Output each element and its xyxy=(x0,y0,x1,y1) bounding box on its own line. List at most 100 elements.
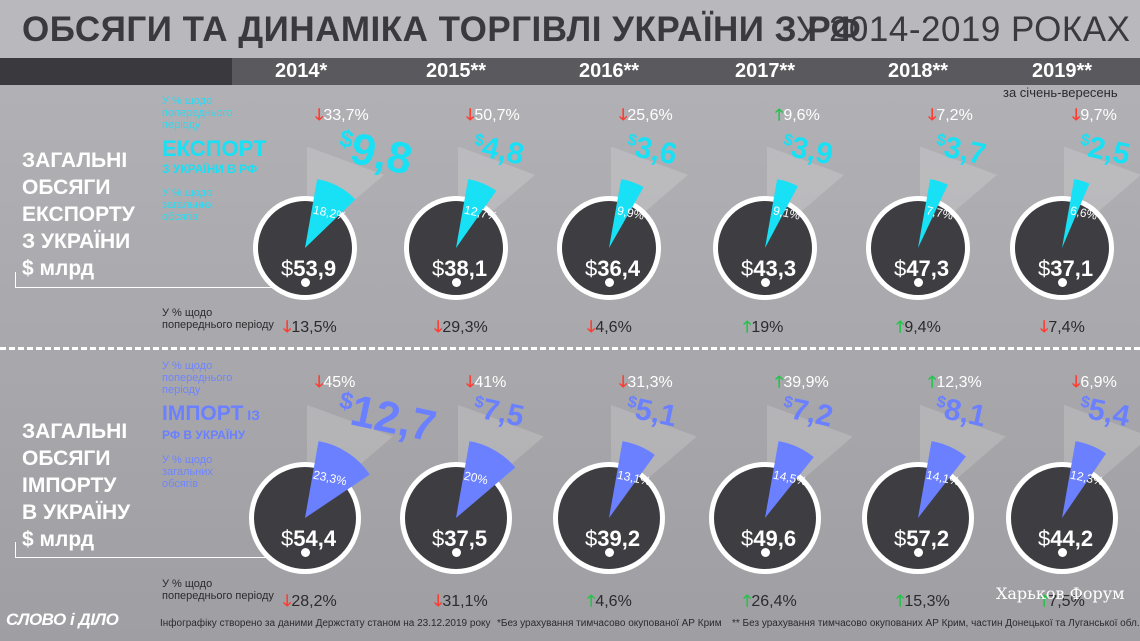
arrow-up-icon: 🡑 xyxy=(928,374,937,391)
import-total-change-5: 🡑7,5% xyxy=(1040,593,1085,610)
import-label-share: У % щодо загальних обсягів xyxy=(162,454,213,490)
share-sector xyxy=(765,179,798,248)
arrow-down-icon: 🡓 xyxy=(619,107,628,124)
export-share-sector-5 xyxy=(1062,179,1090,248)
export-guide-line xyxy=(15,287,310,288)
arrow-up-icon: 🡑 xyxy=(1040,593,1049,610)
export-total-change-0: 🡓13,5% xyxy=(283,319,337,336)
export-prev-change-1: 🡓50,7% xyxy=(466,107,520,124)
import-prev-change-1: 🡓41% xyxy=(466,374,507,391)
export-total-change-5: 🡓7,4% xyxy=(1040,319,1085,336)
year-label-5: 2019** xyxy=(1032,60,1093,82)
export-marker-dot-4 xyxy=(914,278,923,287)
arrow-down-icon: 🡓 xyxy=(434,319,443,336)
import-share-sector-4 xyxy=(918,441,966,518)
import-total-5: $44,2 xyxy=(1038,526,1094,551)
export-total-1: $38,1 xyxy=(432,256,488,281)
arrow-down-icon: 🡓 xyxy=(619,374,628,391)
export-share-sector-0 xyxy=(305,179,356,248)
arrow-up-icon: 🡑 xyxy=(743,593,752,610)
import-total-3: $49,6 xyxy=(741,526,797,551)
import-label-total-prev: У % щодо попереднього періоду xyxy=(162,578,274,602)
import-section-title: ЗАГАЛЬНІ ОБСЯГИ ІМПОРТУ В УКРАЇНУ $ млрд xyxy=(22,420,131,551)
export-prev-change-5: 🡓9,7% xyxy=(1072,107,1117,124)
arrow-down-icon: 🡓 xyxy=(315,374,324,391)
import-marker-dot-4 xyxy=(914,548,923,557)
arrow-up-icon: 🡑 xyxy=(775,374,784,391)
share-sector xyxy=(456,441,516,518)
import-heading: ІМПОРТ ІЗ xyxy=(162,402,260,425)
import-total-change-4: 🡑15,3% xyxy=(896,593,950,610)
export-marker-dot-2 xyxy=(605,278,614,287)
import-total-2: $39,2 xyxy=(585,526,641,551)
page-title-period: У 2014-2019 РОКАХ xyxy=(796,10,1131,49)
export-total-change-3: 🡑19% xyxy=(743,319,784,336)
arrow-down-icon: 🡓 xyxy=(1040,319,1049,336)
arrow-down-icon: 🡓 xyxy=(283,593,292,610)
export-total-5: $37,1 xyxy=(1038,256,1094,281)
share-sector xyxy=(918,179,948,248)
export-total-3: $43,3 xyxy=(741,256,797,281)
export-total-4: $47,3 xyxy=(894,256,950,281)
watermark: Харьков Форум xyxy=(996,584,1125,603)
import-marker-dot-0 xyxy=(301,548,310,557)
import-marker-dot-3 xyxy=(761,548,770,557)
share-sector xyxy=(305,441,370,518)
import-prev-change-5: 🡓6,9% xyxy=(1072,374,1117,391)
import-share-sector-0 xyxy=(305,441,370,518)
share-sector xyxy=(609,179,644,248)
export-share-sector-2 xyxy=(609,179,644,248)
export-share-sector-1 xyxy=(456,179,497,248)
import-share-sector-3 xyxy=(765,441,814,518)
share-sector xyxy=(918,441,966,518)
year-label-4: 2018** xyxy=(888,60,949,82)
import-total-change-0: 🡓28,2% xyxy=(283,593,337,610)
import-prev-change-4: 🡑12,3% xyxy=(928,374,982,391)
import-prev-change-0: 🡓45% xyxy=(315,374,356,391)
arrow-down-icon: 🡓 xyxy=(283,319,292,336)
import-subheading: РФ В УКРАЇНУ xyxy=(162,428,246,442)
export-share-sector-3 xyxy=(765,179,798,248)
export-prev-change-3: 🡑9,6% xyxy=(775,107,820,124)
share-sector xyxy=(456,179,497,248)
export-prev-change-2: 🡓25,6% xyxy=(619,107,673,124)
import-guide-line xyxy=(15,557,310,558)
period-note: за січень-вересень xyxy=(1003,85,1118,100)
import-share-sector-5 xyxy=(1062,441,1107,518)
arrow-down-icon: 🡓 xyxy=(315,107,324,124)
export-subheading: З УКРАЇНИ В РФ xyxy=(162,162,258,176)
import-prev-change-3: 🡑39,9% xyxy=(775,374,829,391)
arrow-down-icon: 🡓 xyxy=(1072,374,1081,391)
share-sector xyxy=(765,441,814,518)
export-total-2: $36,4 xyxy=(585,256,641,281)
year-label-0: 2014* xyxy=(275,60,328,82)
import-label-prev: У % щодо попереднього періоду xyxy=(162,360,233,396)
arrow-down-icon: 🡓 xyxy=(928,107,937,124)
export-total-change-2: 🡓4,6% xyxy=(587,319,632,336)
export-total-0: $53,9 xyxy=(281,256,337,281)
export-total-change-1: 🡓29,3% xyxy=(434,319,488,336)
footer-source: Інфографіку створено за даними Держстату… xyxy=(160,618,491,629)
share-sector xyxy=(305,179,356,248)
export-share-sector-4 xyxy=(918,179,948,248)
title-bar: ОБСЯГИ ТА ДИНАМІКА ТОРГІВЛІ УКРАЇНИ З РФ… xyxy=(0,0,1140,58)
arrow-down-icon: 🡓 xyxy=(434,593,443,610)
import-marker-dot-1 xyxy=(452,548,461,557)
export-label-share: У % щодо загальних обсягів xyxy=(162,187,213,223)
year-label-1: 2015** xyxy=(426,60,487,82)
import-marker-dot-2 xyxy=(605,548,614,557)
export-heading: ЕКСПОРТ xyxy=(162,136,267,161)
import-marker-dot-5 xyxy=(1058,548,1067,557)
import-total-0: $54,4 xyxy=(281,526,337,551)
export-label-prev: У % щодо попереднього періоду xyxy=(162,95,233,131)
arrow-up-icon: 🡑 xyxy=(743,319,752,336)
export-marker-dot-0 xyxy=(301,278,310,287)
share-sector xyxy=(1062,179,1090,248)
export-marker-dot-3 xyxy=(761,278,770,287)
export-marker-dot-5 xyxy=(1058,278,1067,287)
arrow-up-icon: 🡑 xyxy=(896,593,905,610)
footer-note-2: ** Без урахування тимчасово окупованих А… xyxy=(732,618,1140,629)
export-section-title: ЗАГАЛЬНІ ОБСЯГИ ЕКСПОРТУ З УКРАЇНИ $ млр… xyxy=(22,149,135,280)
arrow-down-icon: 🡓 xyxy=(1072,107,1081,124)
